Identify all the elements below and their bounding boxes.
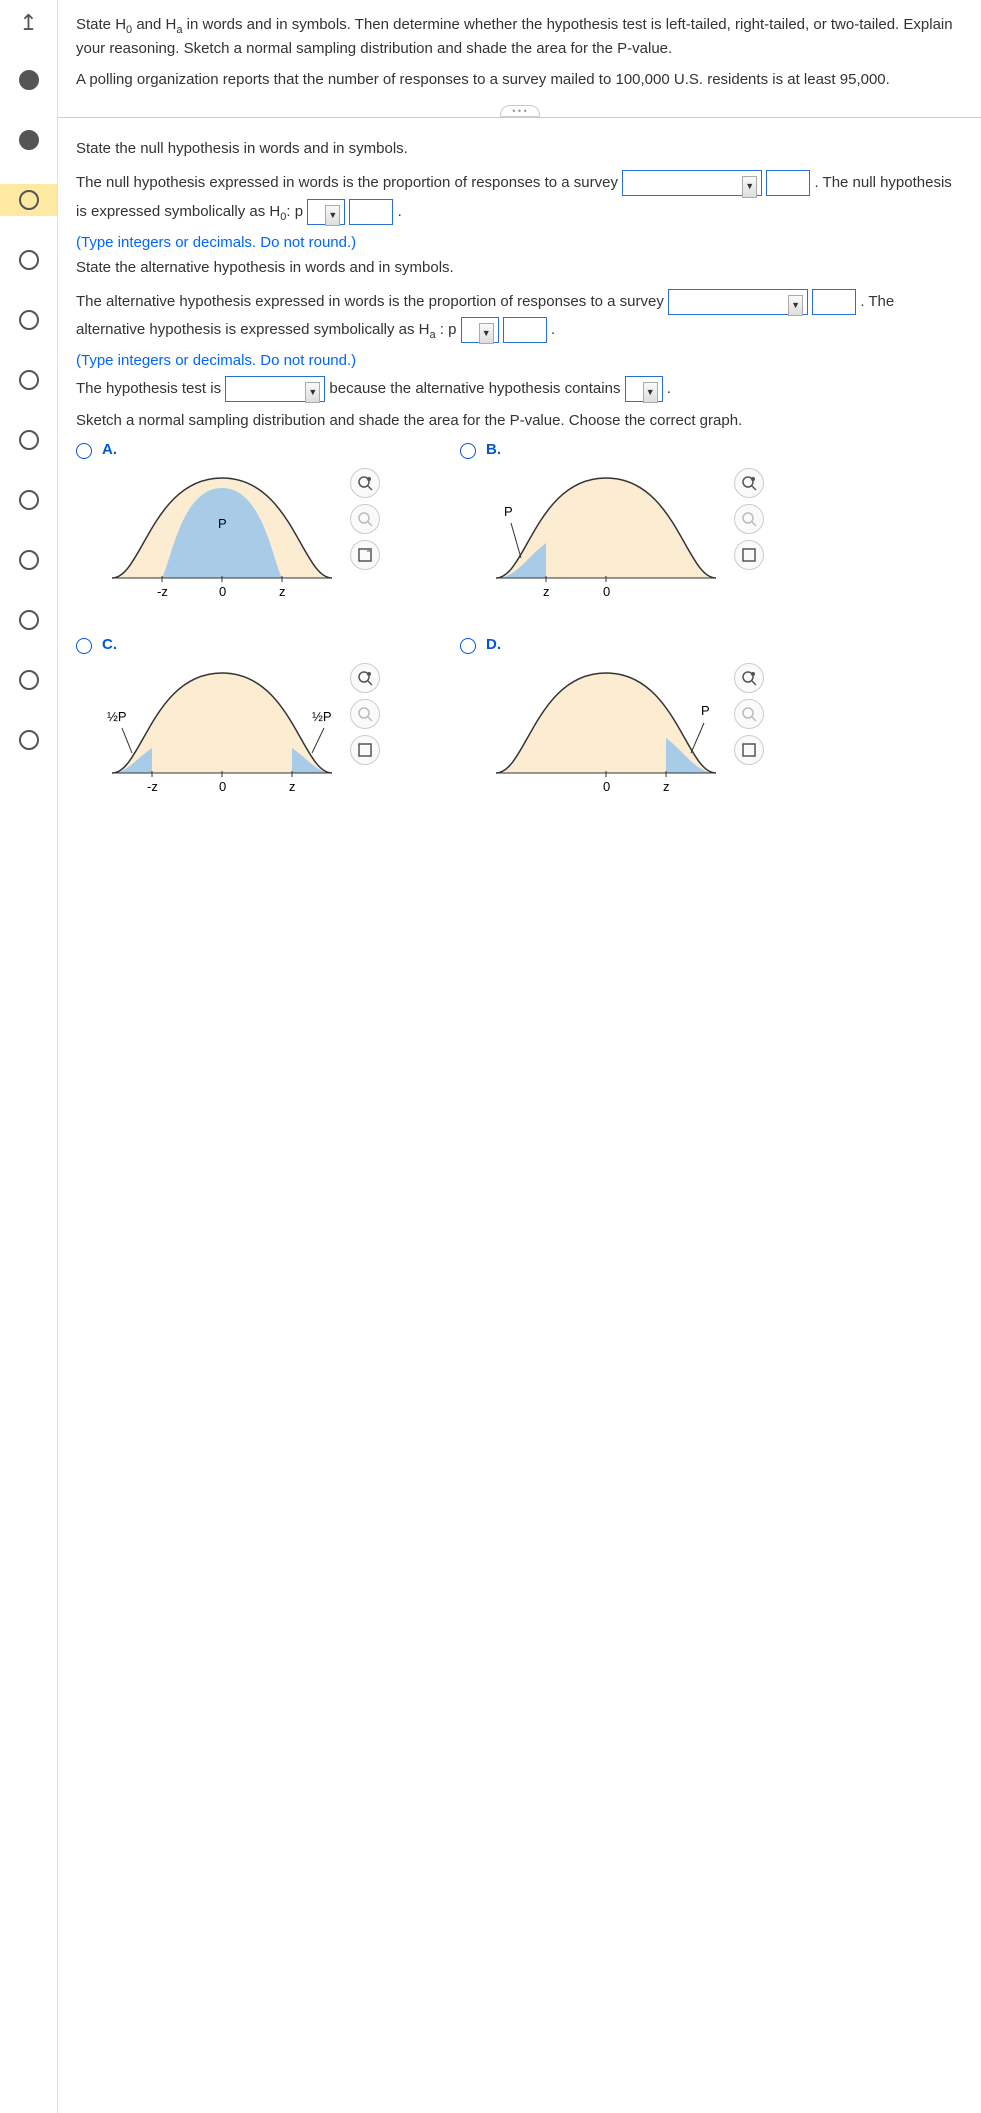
progress-dot-6[interactable] xyxy=(0,364,57,396)
reset-d-icon[interactable] xyxy=(734,699,764,729)
null-hint: (Type integers or decimals. Do not round… xyxy=(76,234,963,251)
alt-words-input[interactable] xyxy=(812,289,856,315)
progress-dot-12[interactable] xyxy=(0,724,57,756)
zoom-d-icon[interactable] xyxy=(734,663,764,693)
label-d: D. xyxy=(486,636,764,653)
expand-a-icon[interactable] xyxy=(350,540,380,570)
null-symbol-dropdown[interactable] xyxy=(307,199,345,225)
radio-b[interactable] xyxy=(460,443,476,459)
null-words-dropdown[interactable] xyxy=(622,170,762,196)
null-hypothesis-line: The null hypothesis expressed in words i… xyxy=(76,169,963,227)
instruction-line-1: State H0 and Ha in words and in symbols.… xyxy=(76,14,963,59)
progress-ribbon: ↥ xyxy=(0,0,58,2113)
progress-dot-1[interactable] xyxy=(0,64,57,96)
collapse-toggle[interactable]: • • • xyxy=(500,105,540,117)
choice-b: B. z 0 xyxy=(460,441,764,608)
svg-text:0: 0 xyxy=(603,779,610,794)
svg-text:P: P xyxy=(504,504,513,519)
progress-dot-7[interactable] xyxy=(0,424,57,456)
radio-c[interactable] xyxy=(76,638,92,654)
svg-text:-z: -z xyxy=(157,584,168,599)
alt-symbol-dropdown[interactable] xyxy=(461,317,499,343)
progress-dot-2[interactable] xyxy=(0,124,57,156)
svg-text:P: P xyxy=(218,516,227,531)
graph-a: -z 0 z P xyxy=(102,458,342,608)
question-body: State the null hypothesis in words and i… xyxy=(58,118,981,2113)
up-arrow-icon[interactable]: ↥ xyxy=(19,10,37,36)
svg-text:P: P xyxy=(701,703,710,718)
svg-text:0: 0 xyxy=(219,779,226,794)
zoom-a-icon[interactable] xyxy=(350,468,380,498)
label-c: C. xyxy=(102,636,380,653)
expand-b-icon[interactable] xyxy=(734,540,764,570)
progress-dot-11[interactable] xyxy=(0,664,57,696)
progress-dot-8[interactable] xyxy=(0,484,57,516)
tail-type-dropdown[interactable] xyxy=(225,376,325,402)
svg-text:z: z xyxy=(663,779,670,794)
null-words-input[interactable] xyxy=(766,170,810,196)
choice-a: A. -z 0 xyxy=(76,441,380,608)
svg-text:0: 0 xyxy=(603,584,610,599)
graph-c: -z 0 z ½P ½P xyxy=(102,653,342,813)
reset-a-icon[interactable] xyxy=(350,504,380,534)
svg-text:z: z xyxy=(543,584,550,599)
label-b: B. xyxy=(486,441,764,458)
progress-dot-5[interactable] xyxy=(0,304,57,336)
radio-d[interactable] xyxy=(460,638,476,654)
tail-symbol-dropdown[interactable] xyxy=(625,376,663,402)
tail-line: The hypothesis test is because the alter… xyxy=(76,375,963,404)
svg-text:½P: ½P xyxy=(312,709,332,724)
question-header: State H0 and Ha in words and in symbols.… xyxy=(58,0,981,118)
reset-c-icon[interactable] xyxy=(350,699,380,729)
zoom-b-icon[interactable] xyxy=(734,468,764,498)
reset-b-icon[interactable] xyxy=(734,504,764,534)
alt-hypothesis-line: The alternative hypothesis expressed in … xyxy=(76,288,963,346)
expand-d-icon[interactable] xyxy=(734,735,764,765)
choice-c: C. -z xyxy=(76,636,380,813)
svg-text:½P: ½P xyxy=(107,709,127,724)
sketch-prompt: Sketch a normal sampling distribution an… xyxy=(76,412,963,429)
graph-b: z 0 P xyxy=(486,458,726,608)
label-a: A. xyxy=(102,441,380,458)
svg-text:z: z xyxy=(279,584,286,599)
graph-d: 0 z P xyxy=(486,653,726,803)
progress-dot-9[interactable] xyxy=(0,544,57,576)
zoom-c-icon[interactable] xyxy=(350,663,380,693)
alt-words-dropdown[interactable] xyxy=(668,289,808,315)
progress-dot-10[interactable] xyxy=(0,604,57,636)
svg-text:-z: -z xyxy=(147,779,158,794)
choice-d: D. 0 z xyxy=(460,636,764,803)
alt-hypothesis-prompt: State the alternative hypothesis in word… xyxy=(76,259,963,276)
alt-value-input[interactable] xyxy=(503,317,547,343)
null-value-input[interactable] xyxy=(349,199,393,225)
svg-text:0: 0 xyxy=(219,584,226,599)
progress-dot-4[interactable] xyxy=(0,244,57,276)
svg-text:z: z xyxy=(289,779,296,794)
radio-a[interactable] xyxy=(76,443,92,459)
scenario-line: A polling organization reports that the … xyxy=(76,69,963,90)
expand-c-icon[interactable] xyxy=(350,735,380,765)
graph-choices: A. -z 0 xyxy=(76,441,963,813)
progress-dot-3-current[interactable] xyxy=(0,184,57,216)
null-hypothesis-prompt: State the null hypothesis in words and i… xyxy=(76,140,963,157)
alt-hint: (Type integers or decimals. Do not round… xyxy=(76,352,963,369)
